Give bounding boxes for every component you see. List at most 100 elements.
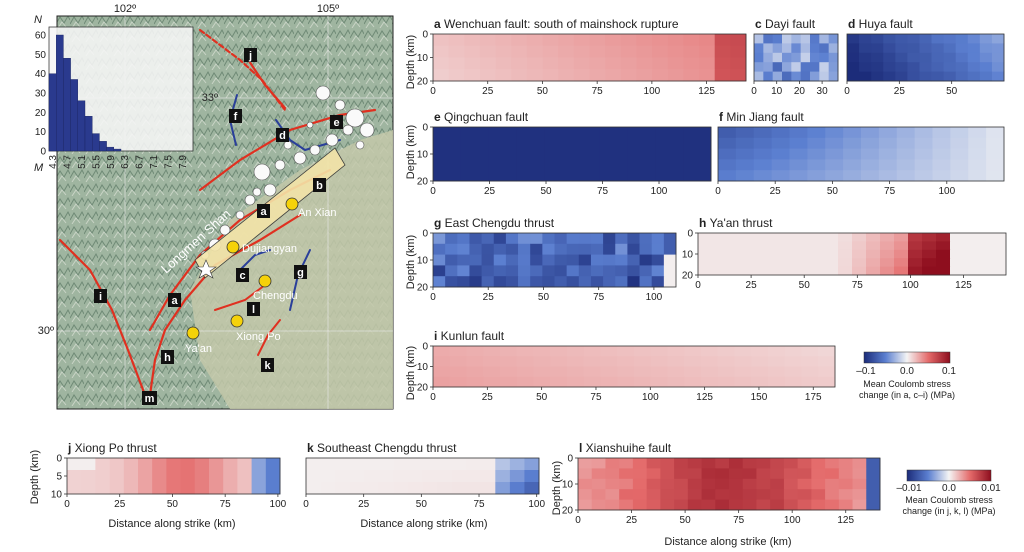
x-tick-label: 0 xyxy=(64,499,70,510)
heatmap-cell xyxy=(573,57,590,70)
heatmap-cell xyxy=(852,478,867,490)
histogram-bar xyxy=(48,73,57,152)
heatmap-cell xyxy=(483,366,501,378)
heatmap-cell xyxy=(530,233,543,245)
heatmap-cell xyxy=(558,45,575,58)
heatmap-cell xyxy=(660,468,675,480)
heatmap-cell xyxy=(683,167,712,182)
heatmap-cell xyxy=(950,249,965,259)
heatmap-cell xyxy=(734,376,752,388)
heatmap-cell xyxy=(542,57,559,70)
heatmap-cell xyxy=(632,468,648,480)
heatmap-cell xyxy=(811,468,826,480)
heatmap-cell xyxy=(932,137,951,149)
heatmap-cell xyxy=(67,458,82,471)
lat-tick-30: 30º xyxy=(38,325,54,337)
heatmap-cell xyxy=(433,254,446,266)
x-tick-label: 25 xyxy=(894,86,906,97)
heatmap-cell xyxy=(699,34,716,47)
heatmap-cell xyxy=(718,170,737,182)
heatmap-cell xyxy=(464,34,481,47)
heatmap-cell xyxy=(605,34,622,47)
svg-text:l: l xyxy=(252,304,255,316)
colorbar-label: change (in j, k, l) (MPa) xyxy=(902,506,995,516)
heatmap-cell xyxy=(466,470,482,483)
heatmap-cell xyxy=(782,233,797,242)
heatmap-cell xyxy=(819,34,830,44)
heatmap-cell xyxy=(838,468,853,480)
epicentre-star xyxy=(195,259,217,279)
city-label-yaan: Ya'an xyxy=(185,343,212,355)
distance-axis-title: Distance along strike (km) xyxy=(664,536,791,548)
heatmap-cell xyxy=(493,233,507,245)
heatmap-cell xyxy=(445,276,458,288)
heatmap-cell xyxy=(422,470,438,483)
heatmap-cell xyxy=(591,499,606,511)
heatmap-cell xyxy=(605,57,622,70)
histogram-x-tick: 6.3 xyxy=(120,155,131,169)
histogram-bar xyxy=(77,100,86,152)
heatmap-cell xyxy=(782,43,792,54)
heatmap-cell xyxy=(480,470,496,483)
heatmap-cell xyxy=(433,366,451,378)
heatmap-cell xyxy=(986,137,1005,149)
heatmap-cell xyxy=(95,482,110,495)
heatmap-cell xyxy=(754,258,769,267)
x-tick-label: 75 xyxy=(733,515,745,526)
heatmap-cell xyxy=(433,154,462,168)
colorbar-label: change (in a, c–i) (MPa) xyxy=(859,390,955,400)
heatmap-cell xyxy=(880,241,895,251)
heatmap-cell xyxy=(753,159,773,171)
heatmap-cell xyxy=(922,241,937,251)
heatmap-cell xyxy=(797,499,812,511)
heatmap-cell xyxy=(457,254,470,266)
heatmap-cell xyxy=(712,241,727,251)
heatmap-cell xyxy=(712,233,727,242)
heatmap-cell xyxy=(660,499,675,511)
heatmap-cell xyxy=(896,159,916,171)
depth-axis-title: Depth (km) xyxy=(405,125,417,179)
panel-letter: l xyxy=(579,441,586,455)
svg-text:d: d xyxy=(279,130,286,142)
heatmap-cell xyxy=(306,470,321,483)
heatmap-cell xyxy=(578,468,593,480)
heatmap-cell xyxy=(784,356,802,367)
x-tick-label: 0 xyxy=(751,86,757,97)
heatmap-cell xyxy=(81,482,96,495)
heatmap-cell xyxy=(483,346,501,357)
heatmap-cell xyxy=(123,458,139,471)
heatmap-cell xyxy=(866,499,881,511)
heatmap-cell xyxy=(896,137,916,149)
heatmap-cell xyxy=(433,233,446,245)
heatmap-cell xyxy=(782,71,792,82)
heatmap-cell xyxy=(591,468,606,480)
heatmap-cell xyxy=(466,482,482,495)
x-tick-label: 25 xyxy=(746,280,758,291)
heatmap-cell xyxy=(847,71,860,82)
heatmap-cell xyxy=(433,57,450,70)
heatmap-cell xyxy=(800,52,811,63)
heatmap-cell xyxy=(931,43,945,54)
fault-box-d: d xyxy=(276,128,289,142)
heatmap-cell xyxy=(754,34,764,44)
heatmap-cell xyxy=(768,356,786,367)
heatmap-cell xyxy=(479,57,496,70)
heatmap-cell xyxy=(460,127,489,141)
heatmap-cell xyxy=(871,62,884,72)
heatmap-cell xyxy=(756,489,771,500)
heatmap-cell xyxy=(768,241,783,251)
x-tick-label: 125 xyxy=(696,392,713,403)
heatmap-cell xyxy=(718,127,737,139)
heatmap-cell xyxy=(533,356,551,367)
heatmap-cell xyxy=(578,276,592,288)
x-tick-label: 75 xyxy=(592,86,604,97)
heatmap-cell xyxy=(166,482,181,495)
heatmap-cell xyxy=(466,346,484,357)
heatmap-cell xyxy=(526,45,543,58)
heatmap-cell xyxy=(544,140,573,155)
heatmap-cell xyxy=(796,258,811,267)
heatmap-cell xyxy=(437,458,453,471)
colorbar-tick: 0.0 xyxy=(900,366,914,377)
heatmap-cell xyxy=(683,127,712,141)
heatmap-cell xyxy=(796,241,811,251)
